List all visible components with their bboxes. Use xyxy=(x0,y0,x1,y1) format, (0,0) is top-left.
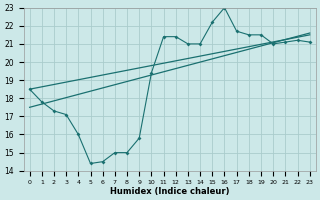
X-axis label: Humidex (Indice chaleur): Humidex (Indice chaleur) xyxy=(110,187,229,196)
